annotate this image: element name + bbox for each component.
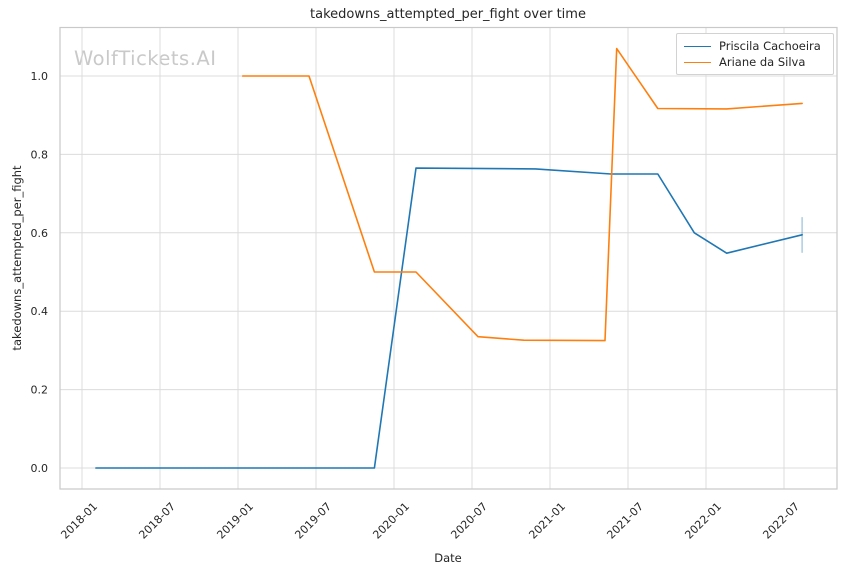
x-tick-label: 2021-07	[604, 500, 646, 542]
y-tick-label: 0.2	[31, 384, 49, 397]
x-tick-label: 2020-01	[370, 500, 412, 542]
y-tick-label: 0.0	[31, 462, 49, 475]
legend-item-priscila-cachoeira: Priscila Cachoeira	[684, 38, 825, 54]
legend-line-swatch-orange	[684, 61, 711, 63]
series-line-ariane-da-silva	[241, 47, 803, 342]
chart-title: takedowns_attempted_per_fight over time	[310, 7, 586, 22]
legend: Priscila Cachoeira Ariane da Silva	[676, 33, 834, 75]
x-tick-label: 2022-07	[760, 500, 802, 542]
axes-spines	[59, 26, 838, 490]
legend-label: Priscila Cachoeira	[719, 39, 821, 53]
x-tick-label: 2020-07	[448, 500, 490, 542]
x-tick-label: 2021-01	[526, 500, 568, 542]
y-tick-label: 0.8	[31, 148, 49, 161]
x-tick-label: 2018-01	[58, 500, 100, 542]
watermark-text: WolfTickets.AI	[74, 47, 217, 70]
y-axis-label: takedowns_attempted_per_fight	[10, 165, 24, 351]
x-tick-label: 2022-01	[682, 500, 724, 542]
x-axis-label: Date	[434, 551, 462, 565]
series-line-priscila-cachoeira	[95, 167, 803, 469]
legend-label: Ariane da Silva	[719, 55, 806, 69]
y-tick-label: 0.4	[31, 305, 49, 318]
x-tick-label: 2019-01	[214, 500, 256, 542]
legend-item-ariane-da-silva: Ariane da Silva	[684, 54, 825, 70]
legend-line-swatch-blue	[684, 45, 711, 47]
y-tick-label: 1.0	[31, 70, 49, 83]
y-tick-label: 0.6	[31, 227, 49, 240]
x-tick-label: 2018-07	[136, 500, 178, 542]
x-tick-label: 2019-07	[292, 500, 334, 542]
